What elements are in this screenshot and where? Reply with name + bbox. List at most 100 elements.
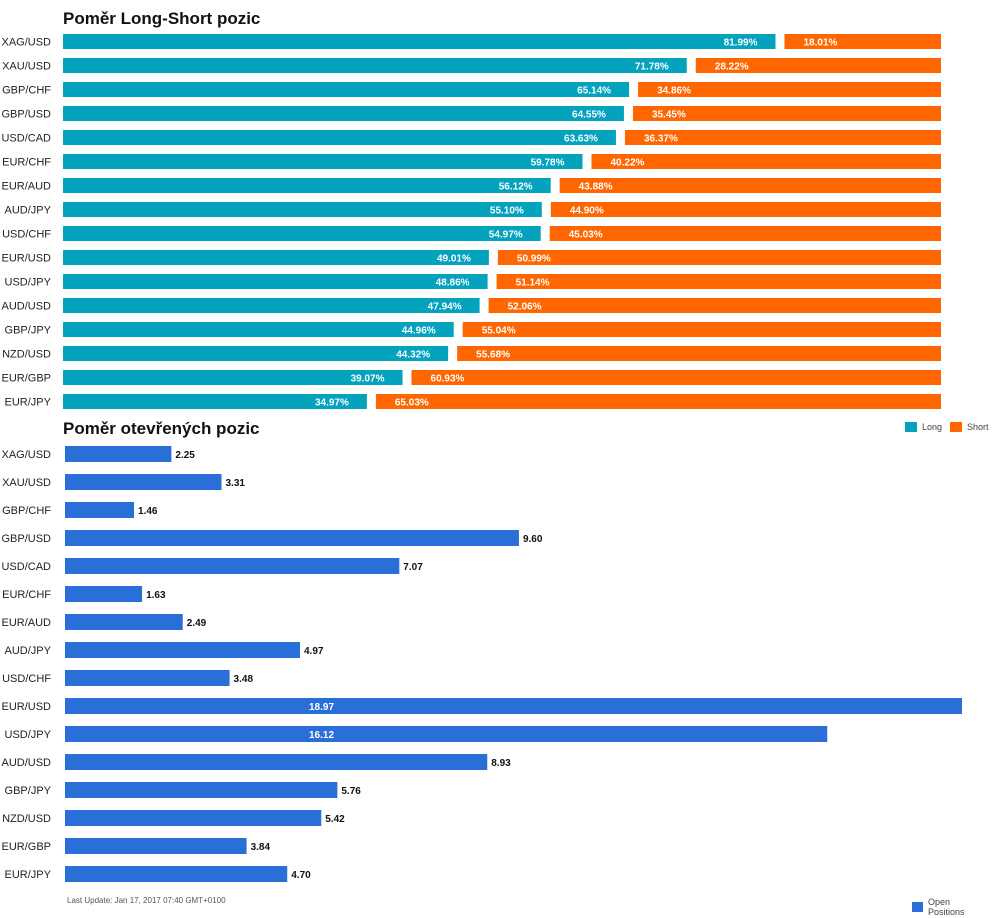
category-label: USD/CAD (1, 133, 51, 145)
legend-open-swatch (912, 902, 923, 912)
short-bar (784, 34, 941, 49)
long-bar (63, 298, 480, 313)
long-value-label: 49.01% (437, 254, 471, 265)
long-value-label: 63.63% (564, 134, 598, 145)
open-positions-value-label: 2.25 (175, 450, 195, 461)
short-bar (462, 322, 941, 337)
open-positions-value-label: 16.12 (309, 730, 334, 741)
open-positions-bar (65, 642, 301, 658)
category-label: EUR/AUD (1, 181, 51, 193)
category-label: GBP/CHF (2, 505, 51, 517)
open-positions-legend: Open Positions (912, 897, 992, 917)
long-short-legend: Long Short (905, 422, 992, 432)
category-label: GBP/JPY (5, 325, 52, 337)
short-bar (559, 178, 941, 193)
long-bar (63, 250, 489, 265)
short-value-label: 55.68% (476, 350, 510, 361)
long-bar (63, 370, 403, 385)
short-value-label: 51.14% (516, 278, 550, 289)
short-value-label: 52.06% (508, 302, 542, 313)
long-bar (63, 82, 630, 97)
short-bar (411, 370, 941, 385)
open-positions-bar (65, 586, 143, 602)
category-label: XAU/USD (2, 477, 51, 489)
open-positions-value-label: 8.93 (491, 758, 511, 769)
category-label: EUR/GBP (1, 373, 51, 385)
category-label: XAG/USD (1, 37, 51, 49)
category-label: EUR/USD (1, 253, 51, 265)
long-value-label: 71.78% (635, 62, 669, 73)
category-label: NZD/USD (2, 349, 51, 361)
short-value-label: 35.45% (652, 110, 686, 121)
long-value-label: 64.55% (572, 110, 606, 121)
open-positions-value-label: 9.60 (523, 534, 543, 545)
category-label: NZD/USD (2, 813, 51, 825)
open-positions-bar (65, 782, 338, 798)
legend-short-swatch (950, 422, 963, 432)
short-bar (638, 82, 941, 97)
category-label: USD/CHF (2, 673, 51, 685)
category-label: GBP/USD (1, 533, 51, 545)
open-positions-bar (65, 754, 488, 770)
category-label: USD/JPY (5, 277, 52, 289)
long-bar (63, 322, 454, 337)
open-positions-value-label: 7.07 (403, 562, 423, 573)
long-bar (63, 106, 624, 121)
open-positions-value-label: 18.97 (309, 702, 334, 713)
open-positions-value-label: 3.84 (251, 842, 271, 853)
short-value-label: 40.22% (610, 158, 644, 169)
short-bar (695, 58, 941, 73)
long-value-label: 47.94% (428, 302, 462, 313)
short-bar (497, 250, 941, 265)
open-positions-value-label: 4.70 (291, 870, 311, 881)
open-positions-bar (65, 838, 247, 854)
open-positions-bar (65, 866, 288, 882)
open-positions-bar (65, 726, 828, 742)
legend-short-label: Short (967, 422, 989, 432)
short-value-label: 65.03% (395, 398, 429, 409)
open-positions-bar (65, 446, 172, 462)
long-bar (63, 202, 542, 217)
long-bar (63, 130, 616, 145)
open-positions-value-label: 4.97 (304, 646, 324, 657)
long-value-label: 65.14% (577, 86, 611, 97)
short-value-label: 44.90% (570, 206, 604, 217)
open-positions-bar (65, 474, 222, 490)
open-positions-bar (65, 698, 962, 714)
category-label: GBP/USD (1, 109, 51, 121)
category-label: USD/JPY (5, 729, 52, 741)
open-positions-bar (65, 530, 519, 546)
short-bar (375, 394, 942, 409)
short-bar (550, 202, 941, 217)
category-label: AUD/USD (1, 301, 51, 313)
open-positions-bar (65, 502, 135, 518)
category-label: XAG/USD (1, 449, 51, 461)
long-value-label: 56.12% (499, 182, 533, 193)
long-bar (63, 58, 687, 73)
open-positions-value-label: 1.46 (138, 506, 158, 517)
long-value-label: 81.99% (724, 38, 758, 49)
category-label: EUR/CHF (2, 589, 51, 601)
legend-long-label: Long (922, 422, 943, 432)
short-bar (549, 226, 941, 241)
category-label: EUR/USD (1, 701, 51, 713)
short-value-label: 34.86% (657, 86, 691, 97)
open-positions-chart-title: Poměr otevřených pozic (63, 419, 260, 438)
open-positions-bar (65, 558, 400, 574)
category-label: AUD/USD (1, 757, 51, 769)
legend-long-swatch (905, 422, 917, 432)
category-label: EUR/JPY (5, 397, 52, 409)
short-bar (624, 130, 941, 145)
long-value-label: 39.07% (351, 374, 385, 385)
long-bar (63, 34, 776, 49)
open-positions-bar (65, 670, 230, 686)
short-value-label: 36.37% (644, 134, 678, 145)
category-label: AUD/JPY (5, 645, 52, 657)
category-label: GBP/JPY (5, 785, 52, 797)
long-value-label: 54.97% (489, 230, 523, 241)
long-bar (63, 274, 488, 289)
open-positions-value-label: 1.63 (146, 590, 166, 601)
open-positions-value-label: 3.48 (234, 674, 254, 685)
